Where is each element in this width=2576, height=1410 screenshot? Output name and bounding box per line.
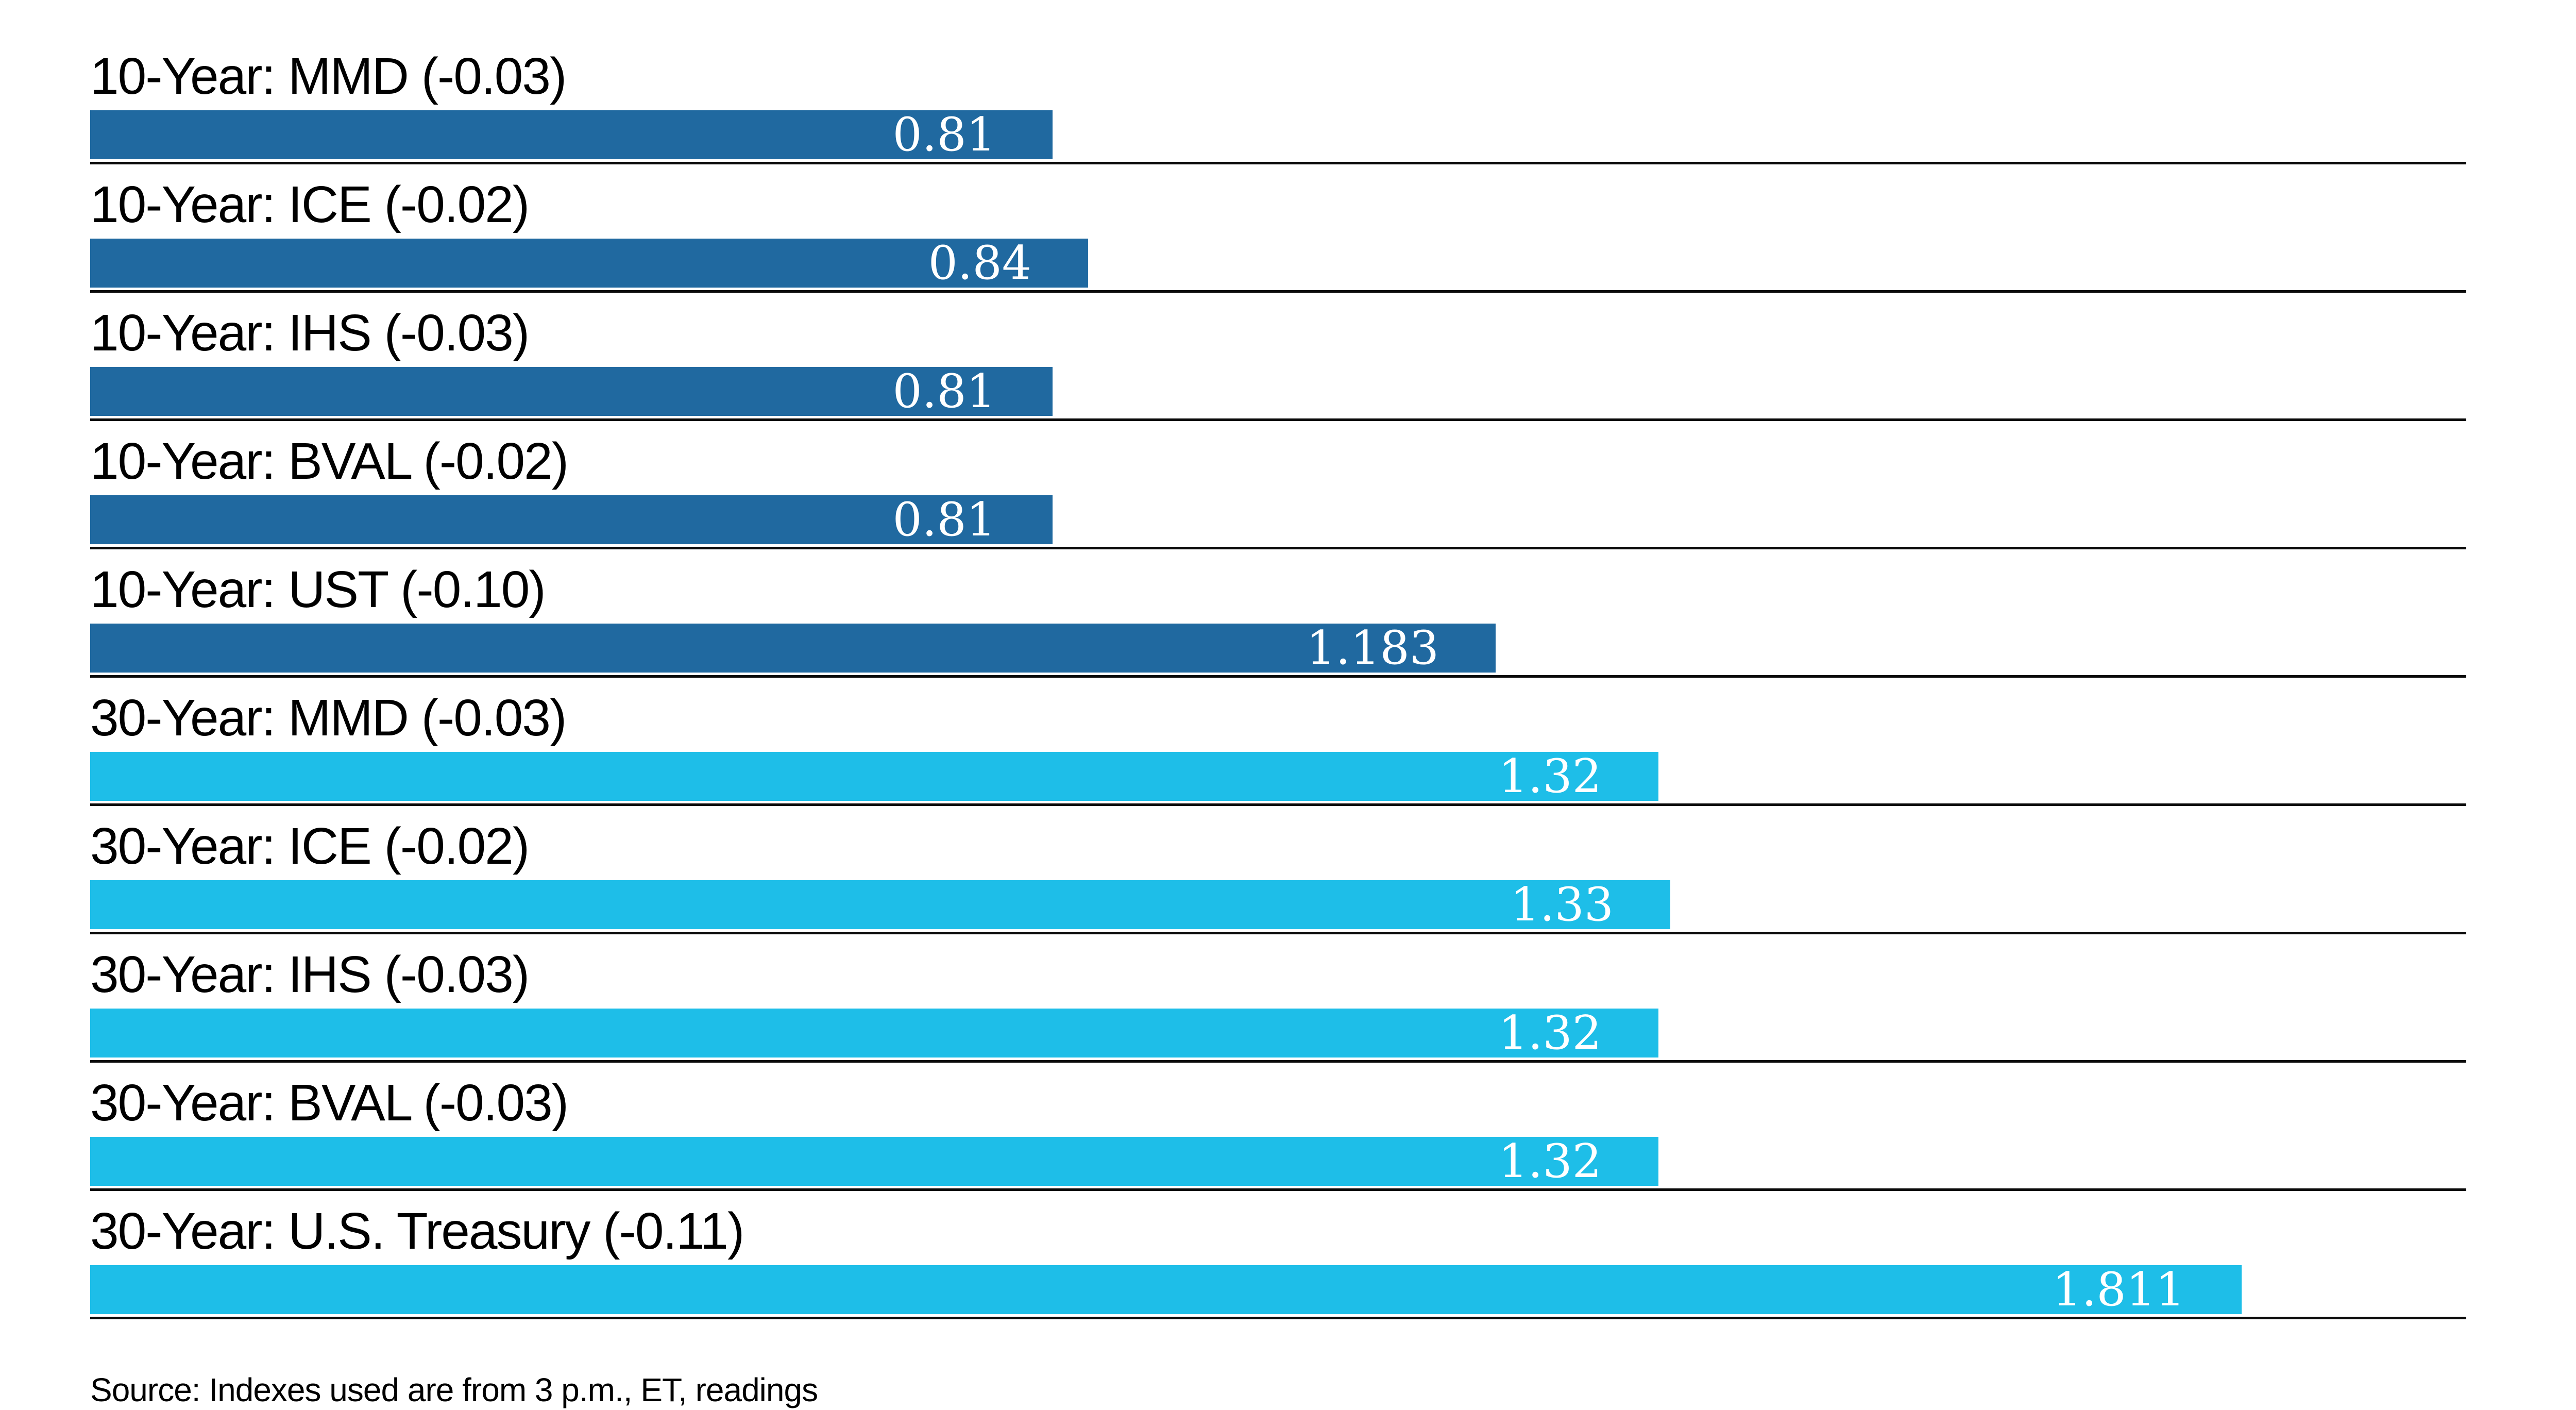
bar-30y-mmd: 1.32: [90, 752, 1658, 801]
bar-value-label: 1.32: [1498, 1006, 1602, 1060]
category-label: 30-Year: MMD (-0.03): [90, 689, 567, 747]
category-label: 10-Year: BVAL (-0.02): [90, 432, 569, 490]
chart-row: 10-Year: ICE (-0.02) 0.84: [90, 179, 2466, 300]
bar-30y-bval: 1.32: [90, 1137, 1658, 1186]
chart-row: 30-Year: IHS (-0.03) 1.32: [90, 949, 2466, 1070]
row-divider-line: [90, 418, 2466, 421]
row-divider-line: [90, 1188, 2466, 1191]
source-note: Source: Indexes used are from 3 p.m., ET…: [90, 1371, 818, 1408]
chart-rows: 10-Year: MMD (-0.03) 0.81 10-Year: ICE (…: [90, 51, 2466, 1327]
bar-10y-ust: 1.183: [90, 624, 1496, 673]
bar-value-label: 0.81: [892, 108, 996, 162]
bar-value-label: 1.811: [2052, 1263, 2185, 1317]
row-divider-line: [90, 547, 2466, 549]
row-divider-line: [90, 675, 2466, 678]
bar-30y-ihs: 1.32: [90, 1009, 1658, 1058]
row-divider-line: [90, 932, 2466, 934]
bar-value-label: 1.32: [1498, 749, 1602, 803]
row-divider-line: [90, 803, 2466, 806]
chart-row: 30-Year: BVAL (-0.03) 1.32: [90, 1077, 2466, 1198]
bar-value-label: 1.183: [1306, 621, 1439, 675]
chart-row: 30-Year: MMD (-0.03) 1.32: [90, 692, 2466, 813]
bar-30y-ust: 1.811: [90, 1265, 2242, 1314]
row-divider-line: [90, 1317, 2466, 1319]
bar-30y-ice: 1.33: [90, 880, 1670, 929]
row-divider-line: [90, 290, 2466, 293]
category-label: 30-Year: U.S. Treasury (-0.11): [90, 1202, 744, 1260]
category-label: 30-Year: IHS (-0.03): [90, 946, 530, 1003]
category-label: 10-Year: IHS (-0.03): [90, 304, 530, 362]
chart-row: 10-Year: UST (-0.10) 1.183: [90, 564, 2466, 685]
bar-value-label: 0.81: [892, 493, 996, 547]
chart-row: 10-Year: IHS (-0.03) 0.81: [90, 307, 2466, 428]
category-label: 10-Year: ICE (-0.02): [90, 176, 530, 233]
category-label: 10-Year: MMD (-0.03): [90, 47, 567, 105]
chart-row: 30-Year: U.S. Treasury (-0.11) 1.811: [90, 1205, 2466, 1327]
bar-10y-mmd: 0.81: [90, 110, 1053, 159]
row-divider-line: [90, 162, 2466, 164]
bar-10y-ihs: 0.81: [90, 367, 1053, 416]
row-divider-line: [90, 1060, 2466, 1063]
bar-value-label: 1.32: [1498, 1134, 1602, 1188]
bar-value-label: 1.33: [1510, 878, 1614, 932]
chart-row: 10-Year: BVAL (-0.02) 0.81: [90, 435, 2466, 557]
chart-row: 30-Year: ICE (-0.02) 1.33: [90, 820, 2466, 942]
category-label: 30-Year: ICE (-0.02): [90, 817, 530, 875]
bar-value-label: 0.81: [892, 364, 996, 418]
bar-10y-ice: 0.84: [90, 236, 1089, 290]
category-label: 10-Year: UST (-0.10): [90, 561, 546, 618]
bar-10y-bval: 0.81: [90, 495, 1053, 544]
bar-value-label: 0.84: [928, 236, 1032, 290]
category-label: 30-Year: BVAL (-0.03): [90, 1074, 569, 1132]
chart-row: 10-Year: MMD (-0.03) 0.81: [90, 51, 2466, 172]
